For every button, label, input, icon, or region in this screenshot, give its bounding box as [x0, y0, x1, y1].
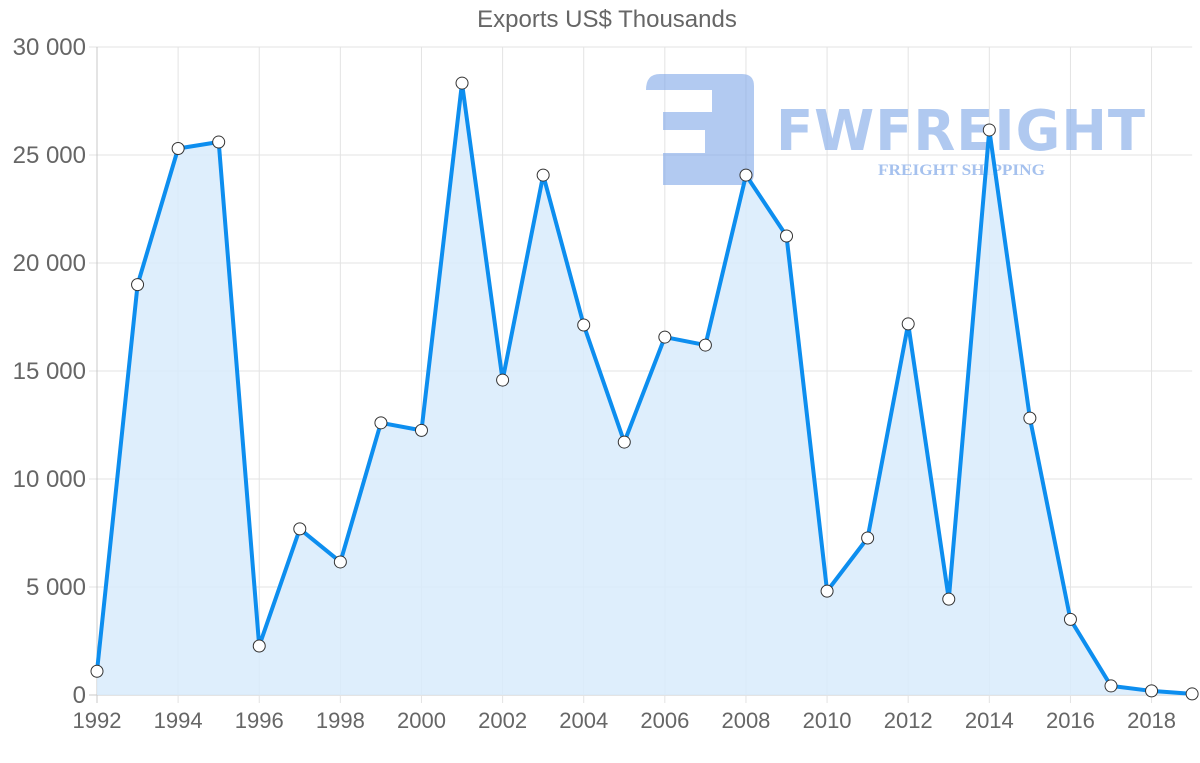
data-point-marker — [698, 338, 712, 352]
data-point-marker — [131, 278, 145, 292]
y-tick-label: 20 000 — [13, 250, 86, 277]
data-point-marker — [212, 135, 226, 149]
data-point-marker — [820, 584, 834, 598]
data-point-marker — [739, 168, 753, 182]
data-point-marker — [496, 373, 510, 387]
data-point-marker — [617, 435, 631, 449]
data-point-marker — [780, 229, 794, 243]
x-tick-label: 1996 — [235, 708, 284, 733]
x-tick-label: 2012 — [884, 708, 933, 733]
data-point-marker — [658, 330, 672, 344]
data-point-marker — [1185, 687, 1199, 701]
data-point-marker — [1145, 684, 1159, 698]
y-tick-label: 10 000 — [13, 466, 86, 493]
x-tick-label: 2000 — [397, 708, 446, 733]
chart-title: Exports US$ Thousands — [477, 6, 737, 33]
data-point-marker — [577, 318, 591, 332]
data-point-marker — [901, 317, 915, 331]
data-point-marker — [293, 522, 307, 536]
area-fill — [97, 83, 1193, 696]
x-tick-label: 2018 — [1127, 708, 1176, 733]
y-tick-label: 30 000 — [13, 34, 86, 61]
x-tick-label: 1994 — [154, 708, 203, 733]
data-point-marker — [455, 76, 469, 90]
watermark-brand-text: FWFREIGHT — [776, 99, 1146, 164]
data-point-marker — [1023, 411, 1037, 425]
y-tick-label: 0 — [73, 682, 86, 709]
x-tick-label: 2004 — [559, 708, 608, 733]
x-tick-label: 1992 — [73, 708, 122, 733]
x-tick-label: 2016 — [1046, 708, 1095, 733]
data-point-marker — [861, 531, 875, 545]
data-point-marker — [333, 555, 347, 569]
x-tick-label: 2014 — [965, 708, 1014, 733]
data-point-marker — [252, 639, 266, 653]
y-tick-label: 15 000 — [13, 358, 86, 385]
x-tick-label: 2006 — [640, 708, 689, 733]
data-point-marker — [536, 168, 550, 182]
data-point-marker — [374, 416, 388, 430]
x-tick-label: 2010 — [803, 708, 852, 733]
data-point-marker — [1104, 679, 1118, 693]
watermark-logo: FWFREIGHT FREIGHT SHIPPING — [646, 74, 1146, 185]
data-point-marker — [414, 423, 428, 437]
watermark-tagline-text: FREIGHT SHIPPING — [878, 162, 1046, 179]
data-point-marker — [982, 123, 996, 137]
data-points — [90, 76, 1199, 701]
y-tick-label: 25 000 — [13, 142, 86, 169]
x-tick-label: 1998 — [316, 708, 365, 733]
data-point-marker — [1063, 612, 1077, 626]
x-axis-labels: 1992 1994 1996 1998 2000 2002 2004 2006 2008 2010… — [73, 708, 1177, 733]
x-tick-label: 2008 — [721, 708, 770, 733]
data-point-marker — [90, 664, 104, 678]
data-point-marker — [942, 592, 956, 606]
y-axis-labels: 0 5 000 10 000 15 000 20 000 25 000 30 000 — [13, 34, 86, 709]
series-line — [95, 81, 1193, 696]
fwfreight-logo-icon — [646, 74, 754, 185]
y-tick-label: 5 000 — [26, 574, 86, 601]
x-tick-label: 2002 — [478, 708, 527, 733]
data-point-marker — [171, 142, 185, 156]
